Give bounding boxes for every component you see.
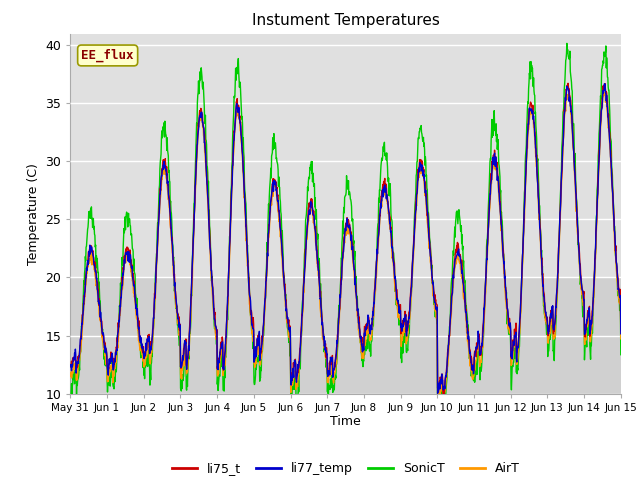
li75_t	[552, 303, 559, 309]
li77_temp	[175, 320, 183, 326]
AirT	[504, 310, 511, 316]
li77_temp	[434, 390, 442, 396]
AirT	[431, 303, 439, 309]
Legend: li75_t, li77_temp, SonicT, AirT: li75_t, li77_temp, SonicT, AirT	[167, 457, 524, 480]
AirT	[175, 332, 183, 337]
li77_temp	[600, 81, 608, 87]
li75_t	[617, 327, 625, 333]
AirT	[250, 361, 258, 367]
Line: li75_t: li75_t	[70, 84, 621, 395]
SonicT	[504, 321, 511, 327]
li75_t	[504, 304, 511, 310]
Bar	[70, 277, 621, 394]
SonicT	[67, 396, 74, 402]
AirT	[552, 312, 559, 317]
SonicT	[189, 245, 196, 251]
li77_temp	[617, 331, 625, 336]
li77_temp	[67, 363, 74, 369]
SonicT	[250, 382, 258, 387]
li77_temp	[431, 300, 439, 305]
li77_temp	[552, 304, 559, 310]
AirT	[189, 256, 196, 262]
li77_temp	[250, 351, 258, 357]
AirT	[67, 373, 74, 379]
SonicT	[617, 352, 625, 358]
li75_t	[440, 392, 447, 398]
AirT	[600, 90, 608, 96]
Y-axis label: Temperature (C): Temperature (C)	[27, 163, 40, 264]
SonicT	[440, 414, 447, 420]
li75_t	[564, 81, 572, 86]
li75_t	[175, 327, 183, 333]
SonicT	[431, 313, 439, 319]
Title: Instument Temperatures: Instument Temperatures	[252, 13, 440, 28]
AirT	[434, 398, 442, 404]
AirT	[617, 336, 625, 342]
SonicT	[563, 40, 571, 46]
li75_t	[67, 362, 74, 368]
li75_t	[189, 249, 196, 255]
X-axis label: Time: Time	[330, 415, 361, 429]
li77_temp	[189, 247, 196, 253]
SonicT	[552, 322, 559, 327]
Line: li77_temp: li77_temp	[70, 84, 621, 393]
Line: AirT: AirT	[70, 93, 621, 401]
Line: SonicT: SonicT	[70, 43, 621, 417]
li75_t	[250, 355, 258, 360]
SonicT	[175, 343, 183, 348]
Text: EE_flux: EE_flux	[81, 49, 134, 62]
Bar	[70, 34, 621, 277]
li77_temp	[504, 306, 511, 312]
li75_t	[431, 292, 439, 298]
